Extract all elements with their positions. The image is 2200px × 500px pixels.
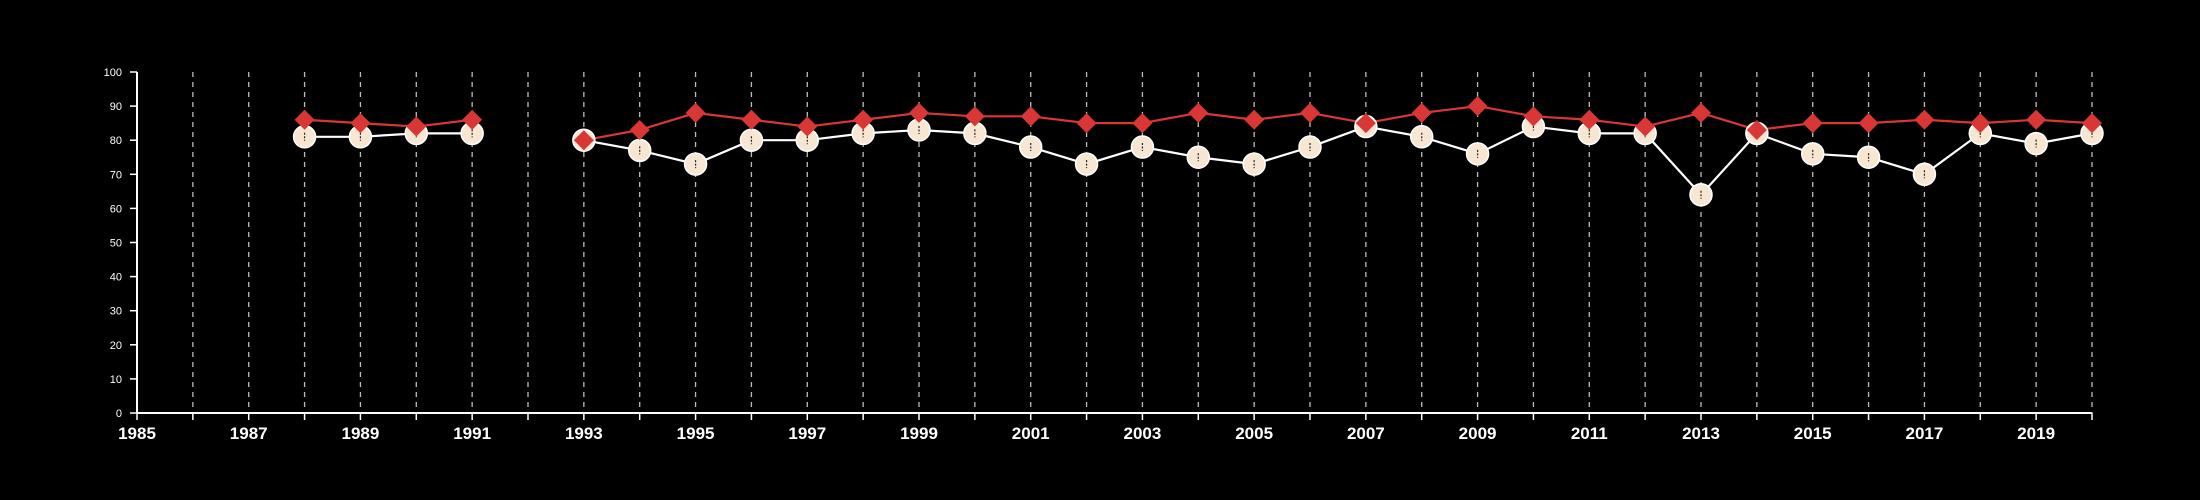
x-tick-label: 2017 <box>1906 424 1944 443</box>
series-1-point <box>964 106 985 127</box>
y-tick-label: 50 <box>110 238 122 250</box>
series-1-line <box>583 104 2093 142</box>
series-1-point <box>1411 102 1432 123</box>
x-tick-label: 1989 <box>342 424 380 443</box>
x-tick-label: 2001 <box>1012 424 1050 443</box>
series-1-point <box>1467 96 1488 117</box>
x-tick-label: 2009 <box>1459 424 1497 443</box>
y-tick-label: 0 <box>116 408 122 420</box>
series-1-point <box>1914 109 1935 130</box>
series-1-point <box>1579 109 1600 130</box>
series-1-point <box>1802 113 1823 134</box>
series-1-point <box>350 113 371 134</box>
series-1-point <box>2026 109 2047 130</box>
series-1-point <box>406 116 427 137</box>
x-tick-label: 1997 <box>788 424 826 443</box>
x-tick-label: 2003 <box>1124 424 1162 443</box>
y-tick-label: 30 <box>110 306 122 318</box>
x-tick-label: 2005 <box>1235 424 1273 443</box>
series-1-point <box>1300 102 1320 123</box>
x-tick-label: 2007 <box>1347 424 1385 443</box>
series-1-point <box>797 116 818 137</box>
x-tick-label: 1985 <box>118 424 156 443</box>
y-tick-label: 40 <box>110 272 122 284</box>
series-1-point <box>1746 119 1767 140</box>
series-1-point <box>629 119 650 140</box>
series-layer <box>292 96 2104 207</box>
series-1-point <box>1523 106 1544 127</box>
series-1-point <box>2082 113 2102 134</box>
series-1-point <box>294 109 315 130</box>
x-tick-label: 2011 <box>1571 424 1608 443</box>
series-1-point <box>909 102 929 123</box>
series-1-line <box>304 118 473 128</box>
series-2-line <box>304 132 473 138</box>
x-tick-label: 2013 <box>1682 424 1720 443</box>
axis-layer: 0 10 20 30 40 50 60 70 80 90 100 1985 1987 1989 1991 19… <box>104 67 2093 443</box>
series-1-point <box>462 109 483 130</box>
y-tick-label: 90 <box>110 101 122 113</box>
x-tick-label: 1993 <box>565 424 603 443</box>
x-tick-label: 2019 <box>2017 424 2055 443</box>
series-1-point <box>1355 113 1376 134</box>
y-tick-label: 70 <box>110 169 122 181</box>
series-1-point <box>1076 113 1097 134</box>
y-tick-label: 60 <box>110 203 122 215</box>
series-1-point <box>1970 113 1991 134</box>
x-tick-label: 2015 <box>1794 424 1832 443</box>
y-tick-label: 10 <box>110 374 122 386</box>
series-2-line <box>583 125 2093 197</box>
series-1-point <box>1132 113 1153 134</box>
y-tick-label: 80 <box>110 135 122 147</box>
series-1-point <box>741 109 762 130</box>
y-tick-label: 20 <box>110 340 122 352</box>
series-1-point <box>1188 102 1209 123</box>
series-1-point <box>1244 109 1265 130</box>
series-1-point <box>1635 116 1656 137</box>
x-tick-label: 1987 <box>230 424 268 443</box>
x-tick-label: 1995 <box>677 424 715 443</box>
y-tick-label: 100 <box>104 67 122 79</box>
x-tick-label: 1991 <box>453 424 491 443</box>
series-1-point <box>1691 102 1711 123</box>
grid-layer <box>192 72 2093 413</box>
series-1-point <box>685 102 706 123</box>
series-1-point <box>573 130 594 151</box>
series-1-point <box>1858 113 1879 134</box>
series-1-point <box>1020 106 1041 127</box>
x-tick-label: 1999 <box>900 424 938 443</box>
series-1-point <box>853 109 874 130</box>
